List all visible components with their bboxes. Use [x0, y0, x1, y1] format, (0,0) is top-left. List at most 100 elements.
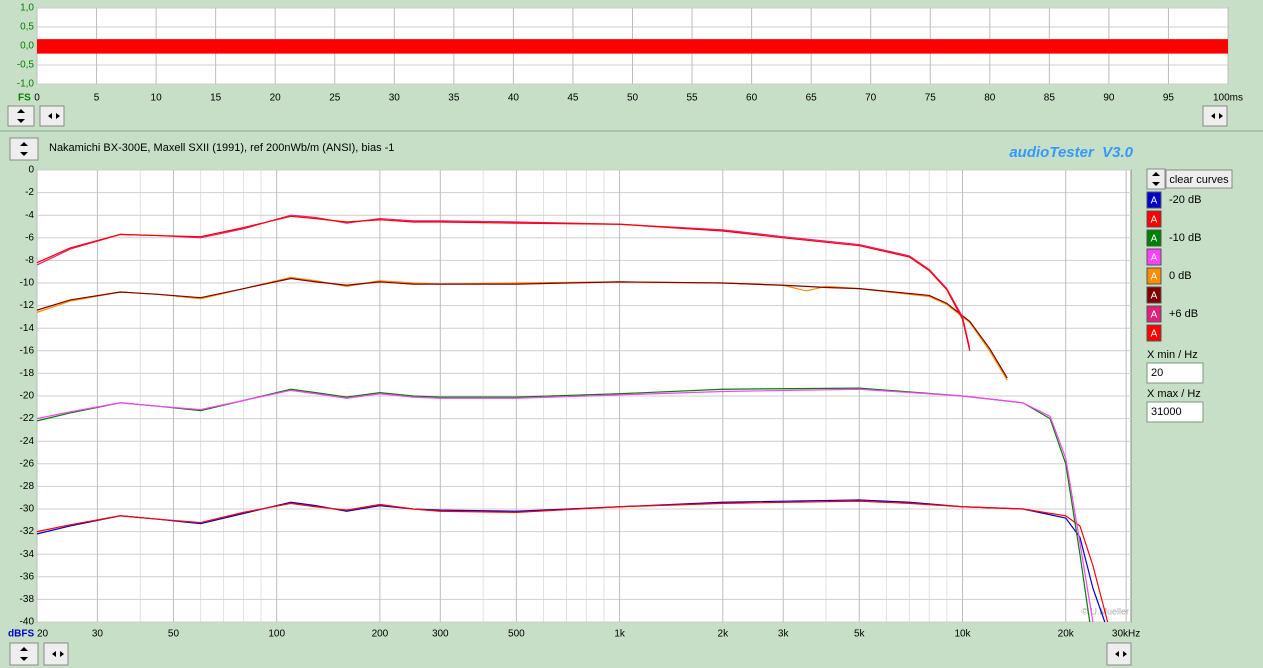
x-tick-label: 45: [567, 93, 579, 104]
y-tick-label: -4: [25, 210, 34, 221]
x-tick-label: 55: [686, 93, 698, 104]
y-tick-label: -32: [20, 526, 35, 537]
legend-button[interactable]: [1146, 267, 1162, 285]
x-tick-label: 1k: [614, 629, 626, 640]
scroll-arrows[interactable]: [1106, 642, 1132, 666]
xmax-input[interactable]: [1146, 401, 1204, 423]
legend-label: -10 dB: [1169, 232, 1201, 244]
y-tick-label: -20: [20, 391, 35, 402]
x-tick-label: 20: [37, 629, 49, 640]
xmin-label: X min / Hz: [1147, 349, 1198, 361]
legend-label: -20 dB: [1169, 194, 1201, 206]
x-tick-label: 30: [92, 629, 104, 640]
clear-curves-label: clear curves: [1169, 174, 1229, 186]
x-tick-label: 15: [210, 93, 222, 104]
response-curve: [36, 500, 1109, 623]
legend-button[interactable]: [1146, 210, 1162, 228]
x-tick-label: 50: [168, 629, 180, 640]
x-tick-label: 30kHz: [1112, 629, 1140, 640]
response-curve: [36, 277, 1008, 379]
response-curve: [36, 215, 971, 351]
y-tick-label: -36: [20, 571, 35, 582]
x-tick-label: 35: [448, 93, 460, 104]
y-tick-label: -16: [20, 345, 35, 356]
x-tick-label: 90: [1103, 93, 1115, 104]
legend-button[interactable]: [1146, 286, 1162, 304]
legend-button[interactable]: [1146, 248, 1162, 266]
response-curve: [36, 499, 1106, 623]
legend-label: +6 dB: [1169, 308, 1198, 320]
x-tick-label: 3k: [778, 629, 790, 640]
x-tick-label: 30: [389, 93, 401, 104]
scroll-arrows[interactable]: [43, 642, 69, 666]
y-tick-label: -12: [20, 300, 35, 311]
legend-label: 0 dB: [1169, 270, 1192, 282]
x-tick-label: 40: [508, 93, 520, 104]
y-tick-label: 0: [28, 165, 34, 176]
y-tick-label: -28: [20, 481, 35, 492]
scroll-arrows[interactable]: [39, 105, 65, 127]
legend-button-label: A: [1151, 196, 1158, 207]
x-tick-label: 50: [627, 93, 639, 104]
legend-button-label: A: [1151, 215, 1158, 226]
spinner[interactable]: [1146, 168, 1166, 190]
y-tick-label: 1,0: [20, 3, 34, 14]
y-tick-label: -30: [20, 504, 35, 515]
x-tick-label: 5k: [854, 629, 866, 640]
y-tick-label: -14: [20, 323, 35, 334]
legend-button-label: A: [1151, 253, 1158, 264]
x-tick-label: 70: [865, 93, 877, 104]
legend-button[interactable]: [1146, 191, 1162, 209]
signal-band: [37, 39, 1228, 54]
x-tick-label: 75: [925, 93, 937, 104]
x-tick-label: 10: [151, 93, 163, 104]
y-tick-label: -22: [20, 413, 35, 424]
x-tick-label: 60: [746, 93, 758, 104]
y-tick-label: -2: [25, 187, 34, 198]
x-tick-label: 5: [94, 93, 100, 104]
x-tick-label: 300: [432, 629, 449, 640]
legend-button[interactable]: [1146, 229, 1162, 247]
y-tick-label: -8: [25, 255, 34, 266]
clear-curves-button[interactable]: [1165, 169, 1233, 189]
legend-button[interactable]: [1146, 324, 1162, 342]
x-tick-label: 25: [329, 93, 341, 104]
legend-button[interactable]: [1146, 305, 1162, 323]
xmin-value: 20: [1151, 367, 1163, 379]
x-tick-label: 100ms: [1213, 93, 1243, 104]
x-tick-label: 85: [1044, 93, 1056, 104]
x-tick-label: 20k: [1058, 629, 1075, 640]
y-tick-label: -6: [25, 232, 34, 243]
x-tick-label: 95: [1163, 93, 1175, 104]
y-tick-label: -18: [20, 368, 35, 379]
y-tick-label: -26: [20, 458, 35, 469]
legend-button-label: A: [1151, 272, 1158, 283]
spinner[interactable]: [9, 137, 39, 161]
y-tick-label: -40: [20, 617, 35, 628]
x-tick-label: 100: [268, 629, 285, 640]
x-tick-label: 80: [984, 93, 996, 104]
y-tick-label: 0,5: [20, 22, 34, 33]
y-tick-label: -38: [20, 594, 35, 605]
response-curve: [36, 388, 1094, 623]
y-tick-label: -0,5: [17, 60, 35, 71]
x-tick-label: 20: [270, 93, 282, 104]
legend-button-label: A: [1151, 234, 1158, 245]
measurement-title: Nakamichi BX-300E, Maxell SXII (1991), r…: [49, 142, 394, 154]
xmax-label: X max / Hz: [1147, 388, 1201, 400]
y-tick-label: -1,0: [17, 79, 35, 90]
y-axis-label: dBFS: [8, 629, 34, 640]
y-axis-label: FS: [18, 93, 31, 104]
x-tick-label: 65: [806, 93, 818, 104]
brand: audioTester V3.0: [1009, 144, 1133, 161]
spinner[interactable]: [9, 642, 39, 666]
y-tick-label: -24: [20, 436, 35, 447]
x-tick-label: 0: [34, 93, 40, 104]
xmin-input[interactable]: [1146, 362, 1204, 384]
scroll-arrows[interactable]: [1202, 105, 1228, 127]
legend-button-label: A: [1151, 310, 1158, 321]
spinner[interactable]: [7, 105, 35, 127]
y-tick-label: -10: [20, 278, 35, 289]
